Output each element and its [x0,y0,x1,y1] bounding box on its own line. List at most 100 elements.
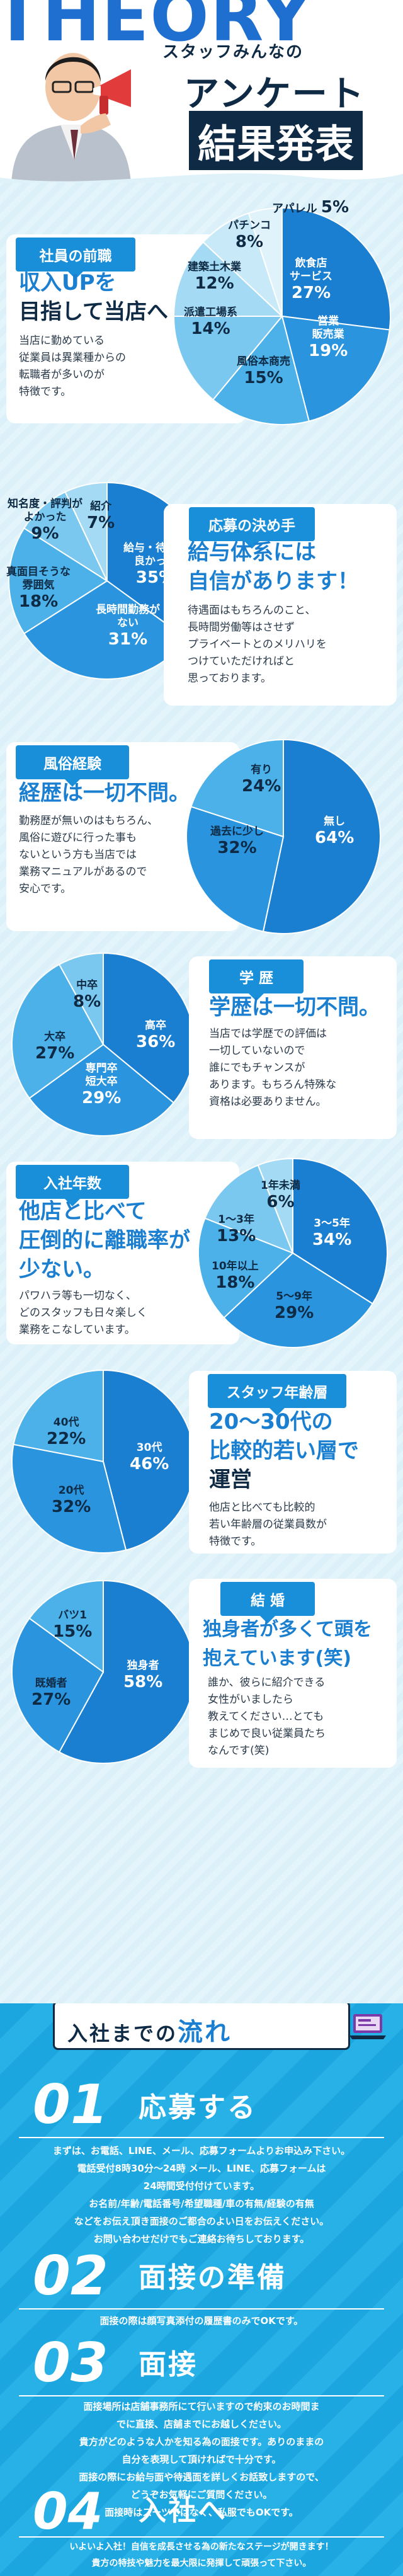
headline-line: 目指して当店へ [19,299,168,324]
section-marriage: 結 婚 独身者が多くて頭を 抱えています(笑) 誰か、彼らに紹介できる 女性がいま… [0,1569,403,1777]
step-number: 04 [33,2482,103,2541]
step-body: いよいよ入社！自信を成長させる為の新たなステージが開きます！ 貴方の特技や魅力を最… [69,2542,334,2568]
pie-label: 20代 32% [52,1484,91,1516]
pie-label: 1年未満 6% [261,1179,300,1211]
pie-label: 風俗本商売 15% [237,355,290,387]
pie-label: 給与・待遇が 良かった 35% [123,542,188,587]
pie-label: 40代 22% [47,1416,86,1448]
pie-label: 高卒 36% [136,1019,176,1051]
pie-chart [173,207,391,425]
section-headline: 他店と比べて 圧倒的に離職率が 少ない。 [19,1199,190,1282]
pie-slice [204,1164,294,1254]
step-divider [19,2137,384,2138]
pie-slice [281,207,391,331]
section-tag: 入社年数 [16,1165,129,1206]
pie-slice [281,315,390,422]
pie-label: 知名度・評判が よかった 9% [8,498,82,543]
pie-slice [262,738,381,934]
flow-title-box: 入社までの流れ [53,2003,386,2050]
section-tag: 学 歴 [209,959,304,1001]
step-divider [19,2308,384,2310]
section-tag: 結 婚 [220,1582,315,1623]
pie-slice [173,316,284,401]
pie-label: 過去に少し 32% [210,825,264,857]
step-number: 01 [33,2073,108,2136]
section-body: 待遇面はもちろんのこと、 長時間労働等はさせず プライベートとのメリハリを つけていた… [188,604,327,685]
pie-slice [11,1617,105,1753]
pie-slice [103,952,195,1104]
section-headline: 独身者が多くて頭を 抱えています(笑) [203,1618,373,1669]
section-headline: 給与体系には 自信があります！ [188,540,359,594]
section-tag: 社員の前職 [16,238,135,279]
pie-slice [186,806,285,932]
staff-photo [11,53,131,183]
pie-slice [8,527,108,634]
pie-slice [13,1369,104,1463]
pie-slice [247,207,283,317]
section-deciding-factor: 応募の決め手 給与体系には 自信があります！ 待遇面はもちろんのこと、 長時間労働… [0,460,403,712]
pie-label: 10年以上 18% [212,1260,259,1292]
step-body: 面接の際は顔写真添付の履歴書のみでOKです。 [99,2315,304,2327]
section-headline: 収入UPを 目指して当店へ [19,268,239,326]
pie-label: 既婚者 27% [31,1677,71,1709]
pie-chart [198,1157,388,1348]
step-body: 面接場所は店舗事務所にて行いますので約束のお時間ま でに直接、店舗までにお越しくだ… [79,2401,324,2518]
step-body: まずは、お電話、LINE、メール、応募フォームよりお申込み下さい。 電話受付8時3… [52,2145,351,2245]
step-divider [19,2395,384,2396]
section-previous-job: 社員の前職 収入UPを 目指して当店へ 当店に勤めている 従業員は異業種からの 転職… [0,189,403,441]
pie-label: 真面目そうな 雰囲気 18% [6,566,71,611]
pie-label: 無し 64% [315,815,355,847]
pie-slice [190,738,284,838]
pie-label: 3〜5年 34% [312,1217,352,1249]
section-education: 学 歴 学歴は一切不問。 当店では学歴での評価は 一切していないので 誰にでもチャン… [0,945,403,1147]
pie-chart [186,738,381,934]
section-headline: 学歴は一切不問。 [209,995,380,1020]
section-headline: 経歴は一切不問。 [19,781,190,806]
step-number: 02 [33,2245,108,2308]
pie-label: 有り 24% [242,764,281,796]
flow-background [0,2003,403,2576]
pie-slice [28,1579,104,1673]
pie-label: 長時間勤務が ない 31% [96,604,160,649]
pie-label: 紹介 7% [87,500,115,532]
flow-title: 入社までの流れ [67,2018,232,2047]
pie-slice [23,491,109,583]
section-body: 誰か、彼らに紹介できる 女性がいましたら 教えてください…とても まじめで良い従業員た… [208,1676,326,1757]
laptop-icon [349,2014,386,2039]
hero-subtitle: スタッフみんなの [162,43,304,62]
hero-deco-word: THEORY [0,0,313,57]
pie-label: 大卒 27% [35,1031,75,1063]
pie-slice [11,963,105,1099]
section-body: 当店では学歴での評価は 一切していないので 誰にでもチャンスが あります。もちろん特殊… [209,1028,337,1108]
pie-label: バツ1 15% [53,1609,93,1641]
hiring-flow: 入社までの流れ 01 応募する まずは、お電話、LINE、メール、応募フォームよ… [0,2003,403,2576]
section-body: パワハラ等も一切なく、 どのスタッフも日々楽しく 業務をこなしています。 [19,1290,147,1336]
pie-label: 中卒 8% [73,979,101,1011]
pie-label: アパレル 5% [272,198,349,217]
pie-slice [58,952,104,1045]
pie-slice [173,241,284,317]
hero-banner: THEORY スタッフみんなの アンケート 結果発表 [0,0,403,183]
pie-label: 専門卒 短大卒 29% [82,1062,122,1108]
step-title: 面接の準備 [139,2262,287,2294]
pie-label: 営業 販売業 19% [309,315,348,360]
section-body: 勤務歴が無いのはもちろん、 風俗に遊びに行った事も ないという方も当店では 業務マニュ… [19,815,158,895]
pie-slice [28,1043,175,1136]
hero-wave [0,173,403,183]
pie-chart [11,1369,195,1554]
pie-label: 1〜3年 13% [217,1213,256,1245]
pie-label: 30代 46% [130,1441,169,1474]
section-body: 他店と比べても比較的 若い年齢層の従業員数が 特徴です。 [209,1501,327,1548]
section-tenure: 入社年数 他店と比べて 圧倒的に離職率が 少ない。 パワハラ等も一切なく、 どのス… [0,1153,403,1354]
pie-chart [11,952,195,1136]
step-title: 応募する [139,2092,257,2124]
pie-label: パチンコ 8% [228,219,271,251]
headline-line: 収入UPを [19,270,116,295]
pie-label: 建築土木業 12% [188,261,241,293]
section-headline: 20〜30代の 比較的若い層で 運営 [209,1409,359,1492]
step-title: 面接 [139,2349,198,2381]
pie-chart [11,1579,195,1764]
pie-label: 飲食店 サービス 27% [290,257,332,302]
pie-label: 派遣工場系 14% [184,306,237,338]
